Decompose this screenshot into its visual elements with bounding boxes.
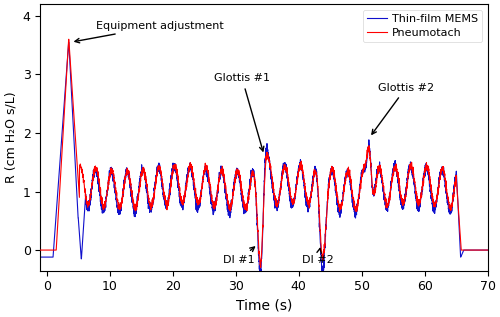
Thin-film MEMS bbox=[382, 200, 388, 204]
Pneumotach bbox=[86, 202, 92, 206]
Pneumotach bbox=[60, 138, 66, 141]
Pneumotach bbox=[31, 248, 37, 252]
Line: Thin-film MEMS: Thin-film MEMS bbox=[34, 42, 488, 279]
Text: Equipment adjustment: Equipment adjustment bbox=[75, 21, 224, 43]
X-axis label: Time (s): Time (s) bbox=[236, 299, 292, 313]
Thin-film MEMS bbox=[66, 40, 71, 44]
Text: DI #1: DI #1 bbox=[223, 247, 254, 265]
Thin-film MEMS bbox=[485, 248, 491, 252]
Thin-film MEMS bbox=[60, 122, 66, 126]
Line: Pneumotach: Pneumotach bbox=[34, 39, 488, 267]
Thin-film MEMS bbox=[31, 255, 37, 259]
Text: Glottis #2: Glottis #2 bbox=[372, 83, 434, 134]
Pneumotach bbox=[382, 193, 388, 197]
Legend: Thin-film MEMS, Pneumotach: Thin-film MEMS, Pneumotach bbox=[363, 10, 482, 42]
Pneumotach bbox=[172, 164, 178, 168]
Pneumotach bbox=[66, 37, 71, 41]
Text: Glottis #1: Glottis #1 bbox=[214, 74, 270, 151]
Thin-film MEMS bbox=[86, 199, 92, 203]
Thin-film MEMS bbox=[345, 172, 351, 176]
Pneumotach bbox=[485, 248, 491, 252]
Pneumotach bbox=[345, 167, 351, 171]
Pneumotach bbox=[85, 201, 91, 204]
Thin-film MEMS bbox=[172, 165, 178, 169]
Thin-film MEMS bbox=[258, 277, 264, 281]
Thin-film MEMS bbox=[85, 206, 91, 210]
Text: DI #2: DI #2 bbox=[302, 249, 334, 265]
Pneumotach bbox=[258, 265, 264, 269]
Y-axis label: R (cm H₂O s/L): R (cm H₂O s/L) bbox=[4, 92, 17, 183]
